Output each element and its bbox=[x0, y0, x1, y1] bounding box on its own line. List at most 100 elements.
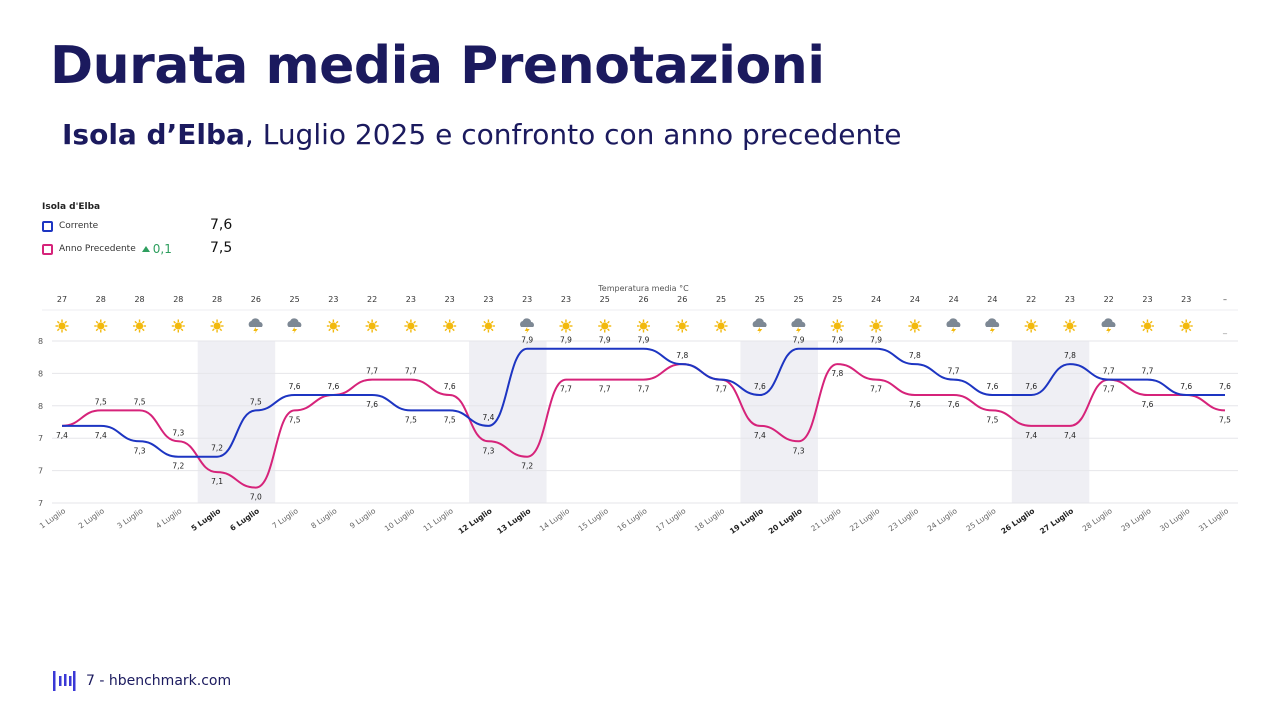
x-tick-label: 25 Luglio bbox=[964, 506, 998, 533]
legend-previous[interactable]: Anno Precedente 0,1 bbox=[42, 241, 172, 257]
series-current-line bbox=[62, 347, 1225, 458]
temperature-label: 23 bbox=[1142, 295, 1152, 304]
previous-data-label: 7,5 bbox=[289, 415, 301, 424]
previous-data-label: 7,5 bbox=[986, 415, 998, 424]
x-tick-label: 12 Luglio bbox=[457, 506, 494, 536]
sun-icon bbox=[365, 319, 379, 333]
x-tick-label: 27 Luglio bbox=[1038, 506, 1075, 536]
chart: 7 7 7 8 8 8 Temperatura media °C 27 28 28 28 28 26 25… bbox=[38, 284, 1238, 536]
x-tick-label: 15 Luglio bbox=[577, 506, 611, 533]
temperature-label: 26 bbox=[251, 295, 261, 304]
subtitle-description: , Luglio 2025 e confronto con anno prece… bbox=[244, 118, 902, 151]
temperature-label: 28 bbox=[173, 295, 183, 304]
current-data-label: 7,5 bbox=[444, 415, 456, 424]
sun-icon bbox=[1063, 319, 1077, 333]
current-data-label: 7,6 bbox=[754, 382, 766, 391]
y-tick-label: 7 bbox=[38, 467, 43, 476]
temperature-label: 28 bbox=[212, 295, 222, 304]
x-tick-label: 20 Luglio bbox=[767, 506, 804, 536]
x-tick-label: 28 Luglio bbox=[1081, 506, 1115, 533]
previous-data-label: 7,7 bbox=[1103, 385, 1115, 394]
x-tick-label: 10 Luglio bbox=[383, 506, 417, 533]
previous-data-label: 7,4 bbox=[56, 431, 68, 440]
hbenchmark-logo-icon bbox=[53, 671, 76, 691]
current-data-label: 7,6 bbox=[986, 382, 998, 391]
current-data-label: 7,9 bbox=[831, 336, 843, 345]
previous-data-label: 7,7 bbox=[870, 385, 882, 394]
current-data-label: 7,8 bbox=[1064, 351, 1076, 360]
temperature-label: 26 bbox=[638, 295, 648, 304]
sun-icon bbox=[908, 319, 922, 333]
storm-cloud-icon bbox=[752, 318, 767, 334]
x-tick-label: 26 Luglio bbox=[999, 506, 1036, 536]
legend-previous-label: Anno Precedente bbox=[59, 244, 136, 254]
temperature-label: 28 bbox=[134, 295, 144, 304]
up-arrow-icon bbox=[141, 246, 150, 252]
y-tick-label: 8 bbox=[38, 337, 43, 346]
temperature-label: 23 bbox=[522, 295, 532, 304]
current-data-label: 7,4 bbox=[482, 413, 494, 422]
sun-icon bbox=[714, 319, 728, 333]
temperature-label: 28 bbox=[96, 295, 106, 304]
legend-current[interactable]: Corrente bbox=[42, 218, 98, 234]
temperature-label: 23 bbox=[445, 295, 455, 304]
sun-icon bbox=[1140, 319, 1154, 333]
legend-delta: 0,1 bbox=[141, 242, 172, 256]
previous-data-label: 7,6 bbox=[909, 400, 921, 409]
previous-data-label: 7,3 bbox=[793, 446, 805, 455]
sun-icon bbox=[443, 319, 457, 333]
current-data-label: 7,6 bbox=[366, 400, 378, 409]
previous-data-label: 7,1 bbox=[211, 477, 223, 486]
sun-icon bbox=[55, 319, 69, 333]
weekend-band bbox=[469, 341, 547, 503]
storm-cloud-icon bbox=[946, 318, 961, 334]
storm-cloud-icon bbox=[520, 318, 534, 334]
storm-cloud-icon bbox=[248, 318, 263, 334]
x-tick-label: 24 Luglio bbox=[926, 506, 960, 533]
y-tick-label: 8 bbox=[38, 402, 43, 411]
current-data-label: 7,8 bbox=[676, 351, 688, 360]
current-data-label: 7,6 bbox=[1180, 382, 1192, 391]
sun-icon bbox=[1179, 319, 1193, 333]
x-tick-label: 31 Luglio bbox=[1197, 506, 1231, 533]
empty-icon-placeholder: _ bbox=[1222, 325, 1228, 334]
previous-data-label: 7,4 bbox=[1025, 431, 1037, 440]
temperature-label: 25 bbox=[716, 295, 726, 304]
storm-cloud-icon bbox=[985, 318, 1000, 334]
x-tick-label: 22 Luglio bbox=[848, 506, 882, 533]
previous-data-label: 7,4 bbox=[754, 431, 766, 440]
current-data-label: 7,2 bbox=[211, 444, 223, 453]
previous-data-label: 7,7 bbox=[638, 385, 650, 394]
legend-heading: Isola d'Elba bbox=[42, 202, 101, 212]
current-data-label: 7,5 bbox=[405, 415, 417, 424]
temperature-label: – bbox=[1223, 295, 1227, 304]
current-data-label: 7,6 bbox=[327, 382, 339, 391]
legend-current-value: 7,6 bbox=[210, 217, 233, 233]
previous-data-label: 7,2 bbox=[521, 462, 533, 471]
legend-previous-swatch[interactable] bbox=[42, 243, 53, 255]
temperature-label: 25 bbox=[793, 295, 803, 304]
current-data-label: 7,9 bbox=[638, 336, 650, 345]
legend-current-label: Corrente bbox=[59, 221, 99, 231]
temperature-label: 25 bbox=[290, 295, 300, 304]
page-title: Durata media Prenotazioni bbox=[50, 36, 825, 96]
x-tick-label: 14 Luglio bbox=[538, 506, 572, 533]
x-tick-label: 30 Luglio bbox=[1158, 506, 1192, 533]
temperature-label: 24 bbox=[910, 295, 920, 304]
x-tick-label: 7 Luglio bbox=[270, 506, 300, 531]
x-tick-label: 9 Luglio bbox=[348, 506, 378, 531]
temperature-label: 23 bbox=[328, 295, 338, 304]
x-tick-label: 13 Luglio bbox=[495, 506, 532, 536]
sun-icon bbox=[210, 319, 224, 333]
previous-data-label: 7,6 bbox=[1141, 400, 1153, 409]
temperature-header: Temperatura media °C bbox=[597, 284, 689, 293]
sun-icon bbox=[1024, 319, 1038, 333]
temperature-label: 24 bbox=[871, 295, 881, 304]
current-data-label: 7,9 bbox=[599, 336, 611, 345]
current-data-label: 7,7 bbox=[948, 367, 960, 376]
temperature-label: 23 bbox=[483, 295, 493, 304]
weekend-band bbox=[197, 341, 276, 503]
legend-current-swatch[interactable] bbox=[42, 220, 53, 232]
storm-cloud-icon bbox=[791, 318, 806, 334]
subtitle-location: Isola d’Elba bbox=[62, 118, 245, 151]
